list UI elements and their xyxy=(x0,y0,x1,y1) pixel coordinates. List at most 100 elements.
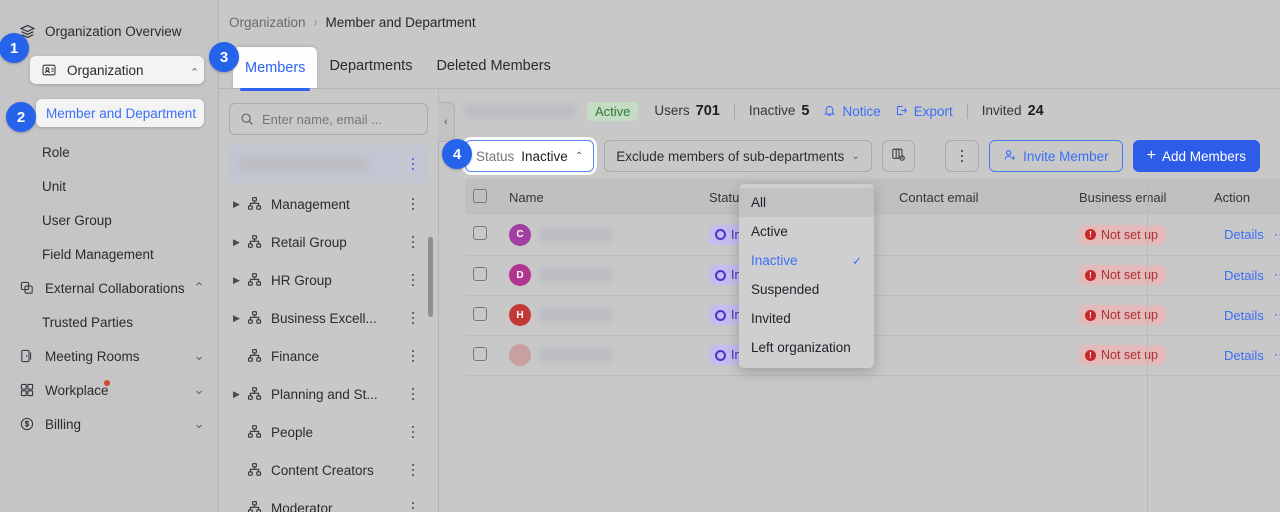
tab-bar: Members Departments Deleted Members xyxy=(219,44,1280,91)
tree-item[interactable]: ▶ HR Group xyxy=(219,261,438,299)
sidebar-item-workplace[interactable]: Workplace ⌄ xyxy=(0,373,218,407)
sidebar-item-trusted-parties[interactable]: Trusted Parties xyxy=(0,305,218,339)
tree-root-item[interactable] xyxy=(229,145,428,183)
tree-expand-caret-icon[interactable]: ▶ xyxy=(233,198,240,209)
row-more-icon[interactable]: ⋯ xyxy=(1274,347,1280,363)
chevron-down-icon: ⌄ xyxy=(851,150,860,162)
tree-item-more-icon[interactable] xyxy=(406,196,420,212)
tree-item[interactable]: ▶ Planning and St... xyxy=(219,375,438,413)
tree-expand-caret-icon[interactable]: ▶ xyxy=(233,312,240,323)
row-checkbox[interactable] xyxy=(473,266,487,281)
tree-item[interactable]: Moderator xyxy=(219,489,438,512)
tree-item-more-icon[interactable] xyxy=(406,310,420,326)
tree-item[interactable]: People xyxy=(219,413,438,451)
search-input[interactable] xyxy=(262,111,417,127)
tree-item-more-icon[interactable] xyxy=(406,234,420,250)
step-badge-4: 4 xyxy=(442,139,472,169)
sidebar-item-billing[interactable]: Billing ⌄ xyxy=(0,407,218,441)
status-option-suspended[interactable]: Suspended xyxy=(739,275,874,304)
row-select-cell xyxy=(465,295,501,336)
tree-item[interactable]: ▶ Management xyxy=(219,185,438,223)
sidebar-item-organization-overview[interactable]: Organization Overview xyxy=(0,14,218,48)
tab-deleted-members[interactable]: Deleted Members xyxy=(424,44,562,88)
col-name: Name xyxy=(501,179,701,215)
tab-departments[interactable]: Departments xyxy=(317,44,424,88)
avatar: H xyxy=(509,304,531,326)
tree-expand-caret-icon[interactable]: ▶ xyxy=(233,388,240,399)
kebab-icon xyxy=(955,148,969,164)
sidebar-item-role[interactable]: Role xyxy=(0,135,218,169)
tree-search-box[interactable] xyxy=(229,103,428,135)
tree-item[interactable]: Content Creators xyxy=(219,451,438,489)
sidebar-item-external-collaborations[interactable]: External Collaborations ⌃ xyxy=(0,271,218,305)
collapse-tree-button[interactable]: ‹ xyxy=(438,102,455,142)
chevron-down-icon[interactable]: ⌄ xyxy=(193,348,205,363)
tree-item-more-icon[interactable] xyxy=(406,348,420,364)
tree-scrollbar[interactable] xyxy=(428,237,433,317)
export-icon xyxy=(895,104,909,118)
tree-expand-caret-icon[interactable]: ▶ xyxy=(233,236,240,247)
export-button[interactable]: Export xyxy=(895,104,953,119)
breadcrumb-current: Member and Department xyxy=(325,14,476,30)
door-icon xyxy=(18,347,36,365)
details-link[interactable]: Details xyxy=(1224,307,1264,323)
select-all-checkbox[interactable] xyxy=(473,188,487,203)
tree-root-more-icon[interactable] xyxy=(406,156,420,172)
option-label: All xyxy=(751,195,767,210)
tree-item-more-icon[interactable] xyxy=(406,386,420,402)
chevron-down-icon[interactable]: ⌄ xyxy=(193,382,205,397)
row-checkbox[interactable] xyxy=(473,306,487,321)
status-option-inactive[interactable]: Inactive ✓ xyxy=(739,246,874,275)
redacted-org-name xyxy=(239,157,367,171)
status-filter-menu[interactable]: All Active Inactive ✓ Suspended Invited Left o… xyxy=(739,184,874,368)
status-option-invited[interactable]: Invited xyxy=(739,304,874,333)
sidebar-item-field-management[interactable]: Field Management xyxy=(0,237,218,271)
row-more-icon[interactable]: ⋯ xyxy=(1274,227,1280,243)
avatar xyxy=(509,344,531,366)
tree-item-more-icon[interactable] xyxy=(406,462,420,478)
chevron-down-icon[interactable]: ⌄ xyxy=(193,416,205,431)
add-members-button[interactable]: + Add Members xyxy=(1132,140,1260,172)
chevron-up-icon-organization[interactable]: ⌃ xyxy=(190,67,200,79)
avatar: C xyxy=(509,223,531,246)
invite-member-button[interactable]: Invite Member xyxy=(989,140,1123,172)
status-filter-dropdown[interactable]: Status Inactive ⌃ xyxy=(465,140,595,172)
notice-label: Notice xyxy=(842,103,881,119)
column-settings-button[interactable] xyxy=(881,140,915,172)
row-checkbox[interactable] xyxy=(473,346,487,361)
step-badge-1: 1 xyxy=(0,33,29,63)
tab-members[interactable]: Members xyxy=(233,47,318,91)
status-option-left-organization[interactable]: Left organization xyxy=(739,333,874,362)
chevron-up-icon[interactable]: ⌃ xyxy=(193,280,205,295)
tree-item-more-icon[interactable] xyxy=(406,424,420,440)
sidebar-item-user-group[interactable]: User Group xyxy=(0,203,218,237)
more-actions-button[interactable] xyxy=(945,140,980,172)
row-checkbox[interactable] xyxy=(473,226,487,241)
sidebar-item-unit[interactable]: Unit xyxy=(0,169,218,203)
alert-icon: ! xyxy=(1085,229,1096,241)
row-business-email-cell: ! Not set up xyxy=(1071,335,1206,376)
row-select-cell xyxy=(465,215,501,256)
status-option-active[interactable]: Active xyxy=(739,217,874,246)
scope-filter-dropdown[interactable]: Exclude members of sub-departments ⌄ xyxy=(604,140,872,172)
details-link[interactable]: Details xyxy=(1224,347,1264,363)
status-option-all[interactable]: All xyxy=(739,188,874,217)
tree-expand-caret-icon[interactable]: ▶ xyxy=(233,274,240,285)
sidebar-item-organization[interactable]: Organization xyxy=(30,56,204,84)
tab-label: Departments xyxy=(329,58,413,74)
sidebar-item-meeting-rooms[interactable]: Meeting Rooms ⌄ xyxy=(0,339,218,373)
row-more-icon[interactable]: ⋯ xyxy=(1274,307,1280,323)
tree-item[interactable]: Finance xyxy=(219,337,438,375)
tree-item-more-icon[interactable] xyxy=(406,272,420,288)
row-more-icon[interactable]: ⋯ xyxy=(1274,267,1280,283)
tab-label: Deleted Members xyxy=(436,58,551,74)
tree-item[interactable]: ▶ Retail Group xyxy=(219,223,438,261)
breadcrumb-parent[interactable]: Organization xyxy=(229,14,306,30)
details-link[interactable]: Details xyxy=(1224,227,1264,243)
row-contact-email-cell xyxy=(891,295,1071,336)
details-link[interactable]: Details xyxy=(1224,267,1264,283)
tree-item-more-icon[interactable] xyxy=(406,500,420,512)
sidebar-item-member-and-department[interactable]: Member and Department xyxy=(36,99,204,127)
notice-button[interactable]: Notice xyxy=(823,103,881,119)
tree-item[interactable]: ▶ Business Excell... xyxy=(219,299,438,337)
